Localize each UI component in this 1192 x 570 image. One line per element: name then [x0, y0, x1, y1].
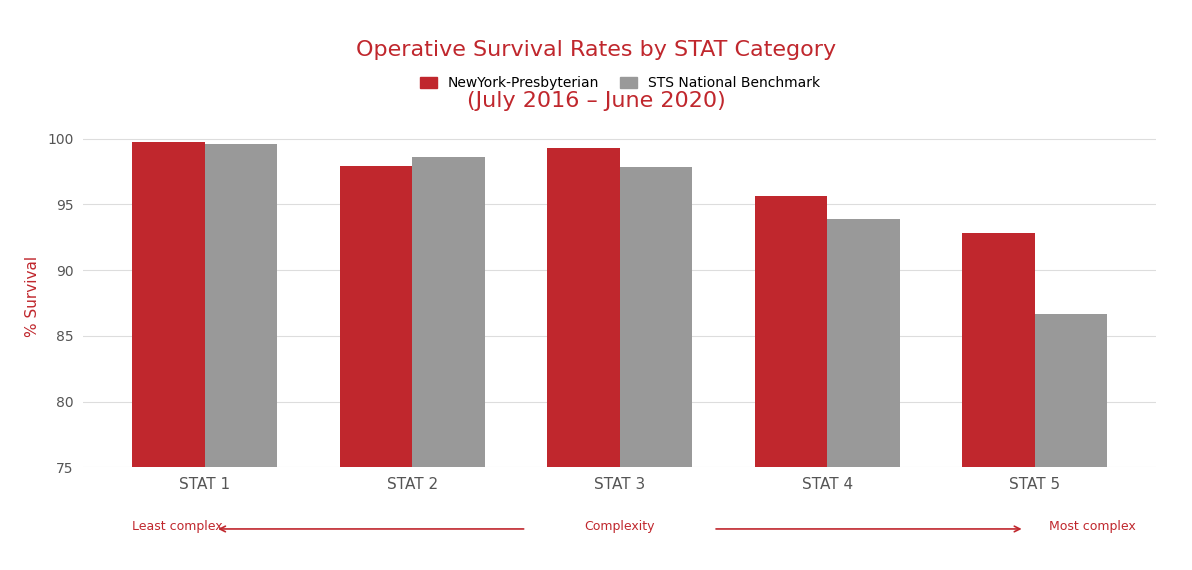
- Text: Least complex: Least complex: [132, 520, 223, 534]
- Bar: [412, 157, 485, 570]
- Text: (July 2016 – June 2020): (July 2016 – June 2020): [466, 91, 726, 111]
- Y-axis label: % Survival: % Survival: [25, 256, 41, 337]
- Text: Most complex: Most complex: [1049, 520, 1136, 534]
- Bar: [132, 142, 205, 570]
- Bar: [205, 144, 278, 570]
- Bar: [340, 166, 412, 570]
- Bar: [547, 148, 620, 570]
- Bar: [620, 168, 693, 570]
- Text: Complexity: Complexity: [584, 520, 656, 534]
- Text: Operative Survival Rates by STAT Category: Operative Survival Rates by STAT Categor…: [356, 40, 836, 60]
- Bar: [962, 233, 1035, 570]
- Bar: [755, 197, 827, 570]
- Bar: [827, 219, 900, 570]
- Bar: [1035, 314, 1107, 570]
- Legend: NewYork-Presbyterian, STS National Benchmark: NewYork-Presbyterian, STS National Bench…: [415, 71, 825, 96]
